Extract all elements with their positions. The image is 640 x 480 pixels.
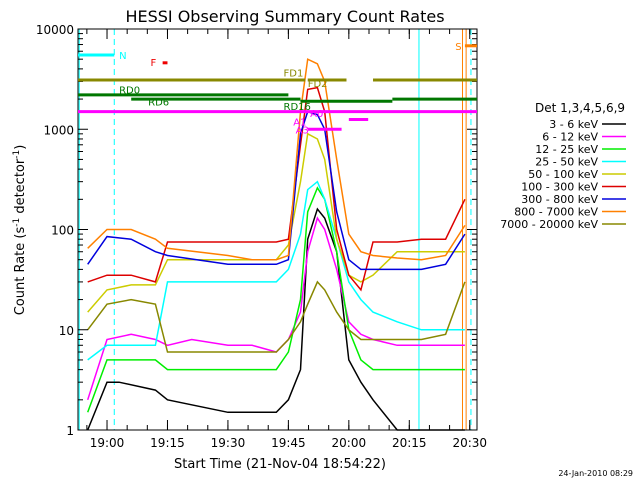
x-tick-label: 20:30 <box>452 436 487 450</box>
legend-label: 800 - 7000 keV <box>514 206 598 219</box>
y-tick-label: 1000 <box>43 123 74 137</box>
legend-label: 25 - 50 keV <box>535 156 598 169</box>
flag-label: RD16 <box>284 102 311 113</box>
series-line <box>86 186 465 413</box>
legend-title: Det 1,3,4,5,6,9 <box>535 101 625 115</box>
series-line <box>86 216 465 401</box>
x-axis-label: Start Time (21-Nov-04 18:54:22) <box>174 457 386 472</box>
series-line <box>87 132 465 313</box>
series-line <box>87 180 465 361</box>
y-axis: 1 10 100 1000 10000 <box>36 23 477 438</box>
flag-label: FD2 <box>308 79 328 90</box>
footer-date: 24-Jan-2010 08:29 <box>558 469 633 478</box>
plot-area <box>78 29 472 431</box>
x-tick-label: 19:45 <box>271 436 306 450</box>
flag-label: A3 <box>296 125 309 136</box>
legend-label: 7000 - 20000 keV <box>500 218 598 231</box>
legend-label: 100 - 300 keV <box>521 181 598 194</box>
x-tick-label: 19:30 <box>211 436 246 450</box>
legend-label: 6 - 12 keV <box>542 131 598 144</box>
legend-label: 50 - 100 keV <box>528 168 598 181</box>
flag-label: N <box>119 51 126 62</box>
y-tick-label: 10 <box>59 324 74 338</box>
y-axis-label-sup2: -1 <box>12 150 22 159</box>
flag-label: RD6 <box>148 97 169 108</box>
y-axis-label: Count Rate (s-1 detector-1) <box>12 145 28 316</box>
flag-label: F <box>151 58 157 69</box>
x-tick-label: 20:00 <box>332 436 367 450</box>
y-axis-label-end: ) <box>13 145 28 150</box>
series-line <box>87 207 465 431</box>
flag-label: S <box>455 42 461 53</box>
legend-label: 300 - 800 keV <box>521 193 598 206</box>
y-tick-label: 1 <box>66 424 74 438</box>
x-axis: 19:00 19:15 19:30 19:45 20:00 20:15 20:30 <box>86 29 487 450</box>
legend-label: 12 - 25 keV <box>535 143 598 156</box>
y-axis-label-mid: detector <box>13 158 28 218</box>
y-tick-label: 10000 <box>36 23 74 37</box>
x-tick-label: 19:00 <box>90 436 125 450</box>
y-axis-label-sup1: -1 <box>12 218 22 227</box>
series-line <box>87 58 466 261</box>
series-line <box>87 280 466 353</box>
flag-label: RD0 <box>119 85 140 96</box>
series-line <box>87 86 466 292</box>
x-tick-label: 20:15 <box>392 436 427 450</box>
flag-label: A0 <box>310 109 323 120</box>
legend-label: 3 - 6 keV <box>549 118 598 131</box>
flag-label: FD1 <box>284 68 304 79</box>
x-tick-label: 19:15 <box>150 436 185 450</box>
y-tick-label: 100 <box>51 224 74 238</box>
y-axis-label-main: Count Rate (s <box>13 227 28 316</box>
flag-label: A1 <box>293 117 306 128</box>
chart-title: HESSI Observing Summary Count Rates <box>125 7 444 26</box>
